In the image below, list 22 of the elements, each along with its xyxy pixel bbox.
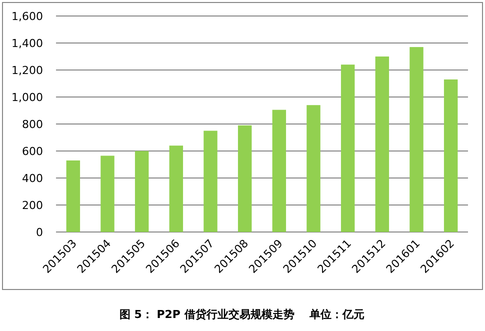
y-tick-label: 400 — [22, 172, 43, 185]
y-tick-label: 1,000 — [12, 91, 43, 104]
bar — [169, 146, 184, 232]
bar — [100, 156, 114, 232]
bar — [204, 130, 218, 232]
y-tick-label: 200 — [22, 199, 43, 212]
bar — [238, 125, 252, 232]
y-tick-label: 800 — [22, 118, 43, 131]
bar — [444, 79, 458, 232]
bar — [340, 64, 355, 232]
y-tick-label: 1,600 — [12, 10, 43, 23]
bar — [272, 110, 286, 232]
bar — [410, 47, 424, 232]
bar — [375, 56, 390, 232]
bar — [66, 160, 80, 232]
text: 图 5： P2P 借贷行业交易规模走势 单位：亿元 — [119, 308, 365, 321]
bar — [134, 151, 149, 232]
y-tick-label: 1,400 — [12, 37, 43, 50]
y-tick-label: 0 — [36, 226, 43, 239]
y-tick-label: 600 — [22, 145, 43, 158]
bar — [306, 105, 320, 232]
y-tick-label: 1,200 — [12, 64, 43, 77]
